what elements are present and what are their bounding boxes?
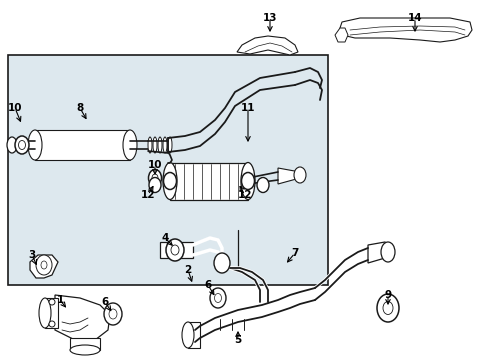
Ellipse shape <box>36 255 52 275</box>
Ellipse shape <box>168 137 172 153</box>
Ellipse shape <box>241 172 254 189</box>
Ellipse shape <box>380 242 394 262</box>
Text: 12: 12 <box>237 190 252 200</box>
Polygon shape <box>170 163 247 200</box>
Ellipse shape <box>214 293 221 302</box>
Ellipse shape <box>165 239 183 261</box>
Ellipse shape <box>123 130 137 160</box>
Text: 14: 14 <box>407 13 422 23</box>
Polygon shape <box>160 242 193 258</box>
Text: 6: 6 <box>101 297 108 307</box>
Ellipse shape <box>104 303 122 325</box>
Polygon shape <box>334 28 347 42</box>
Ellipse shape <box>152 174 158 182</box>
Text: 1: 1 <box>56 295 63 305</box>
Text: 11: 11 <box>240 103 255 113</box>
Ellipse shape <box>19 140 25 149</box>
Text: 12: 12 <box>141 190 155 200</box>
Ellipse shape <box>148 170 161 186</box>
Ellipse shape <box>382 302 392 315</box>
Ellipse shape <box>49 299 55 305</box>
Ellipse shape <box>257 177 268 193</box>
Ellipse shape <box>39 298 51 328</box>
Ellipse shape <box>148 137 152 153</box>
Polygon shape <box>70 338 100 350</box>
Ellipse shape <box>153 137 157 153</box>
Ellipse shape <box>158 137 162 153</box>
Bar <box>8 55 327 285</box>
Text: 4: 4 <box>161 233 168 243</box>
Text: 3: 3 <box>28 250 36 260</box>
Polygon shape <box>187 322 200 348</box>
Text: 2: 2 <box>184 265 191 275</box>
Ellipse shape <box>182 322 194 348</box>
Polygon shape <box>55 295 110 340</box>
Text: 9: 9 <box>384 290 391 300</box>
Ellipse shape <box>376 294 398 322</box>
Text: 10: 10 <box>8 103 22 113</box>
Ellipse shape <box>49 321 55 327</box>
Ellipse shape <box>163 162 177 199</box>
Ellipse shape <box>70 345 100 355</box>
Polygon shape <box>339 18 471 42</box>
Ellipse shape <box>171 245 179 255</box>
Text: 13: 13 <box>262 13 277 23</box>
Ellipse shape <box>163 172 176 189</box>
Polygon shape <box>35 130 130 160</box>
Text: 8: 8 <box>76 103 83 113</box>
Ellipse shape <box>149 177 161 193</box>
Text: 5: 5 <box>234 335 241 345</box>
Polygon shape <box>30 255 58 278</box>
Text: 10: 10 <box>147 160 162 170</box>
Text: 6: 6 <box>204 280 211 290</box>
Ellipse shape <box>163 137 167 153</box>
Polygon shape <box>45 298 58 328</box>
Text: 7: 7 <box>291 248 298 258</box>
Ellipse shape <box>209 288 225 308</box>
Ellipse shape <box>28 130 42 160</box>
Polygon shape <box>367 242 389 263</box>
Ellipse shape <box>15 136 29 154</box>
Ellipse shape <box>241 162 254 199</box>
Polygon shape <box>278 168 299 184</box>
Ellipse shape <box>109 309 117 319</box>
Ellipse shape <box>41 261 47 269</box>
Ellipse shape <box>214 253 229 273</box>
Ellipse shape <box>293 167 305 183</box>
Polygon shape <box>237 36 297 55</box>
Ellipse shape <box>7 137 17 153</box>
